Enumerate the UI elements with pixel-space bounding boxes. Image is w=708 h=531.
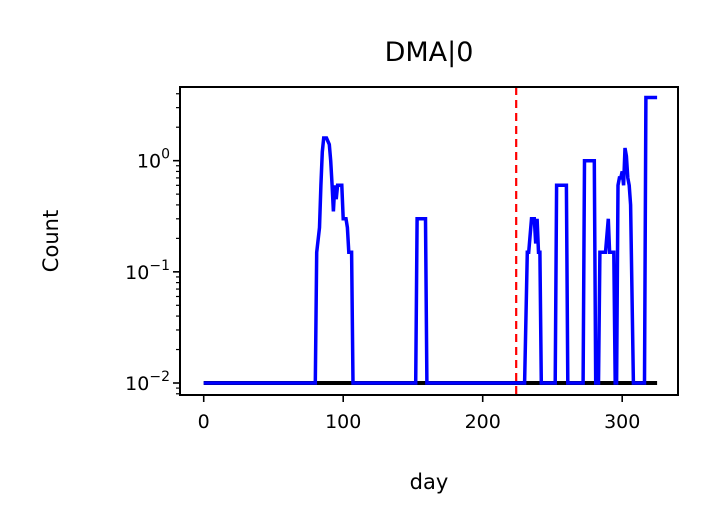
x-axis-label: day (410, 470, 449, 494)
y-tick-label: 10−2 (125, 369, 170, 395)
series-line-1 (203, 95, 658, 385)
x-tick-label: 0 (198, 411, 210, 433)
y-axis-label: Count (39, 210, 63, 272)
x-tick-label: 200 (465, 411, 501, 433)
plot-lines (203, 87, 658, 395)
x-tick-label: 300 (604, 411, 640, 433)
x-tick-label: 100 (325, 411, 361, 433)
chart-title: DMA|0 (385, 37, 474, 68)
plot-frame (179, 86, 679, 396)
y-tick-label: 10−1 (125, 258, 170, 284)
axis-ticks: 0 100 200 300 10−2 10−1 100 (125, 93, 640, 433)
y-tick-label: 100 (137, 147, 170, 173)
